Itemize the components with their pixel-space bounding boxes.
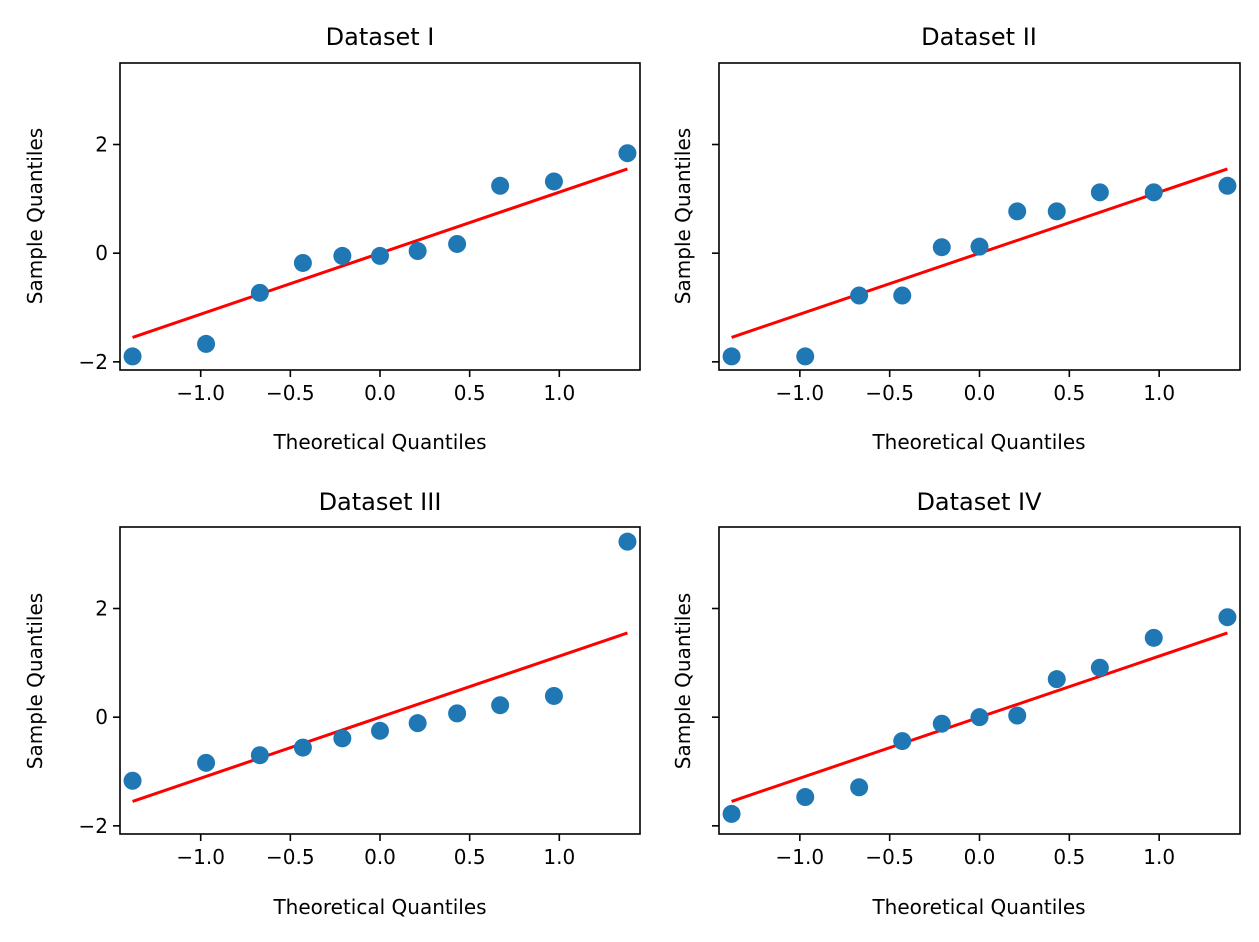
data-point [250, 746, 269, 765]
data-point [333, 729, 352, 748]
y-tick-label: −2 [79, 814, 108, 838]
y-tick-label: −2 [79, 350, 108, 374]
data-point [197, 753, 216, 772]
panel-title: Dataset IV [916, 488, 1042, 516]
panel-dataset-3: Dataset III −1.0 −0.5 0.0 0.5 1.0 −2 0 2 Theor… [23, 488, 641, 919]
data-point [1144, 628, 1163, 647]
data-point [1047, 202, 1066, 221]
data-point [893, 732, 912, 751]
data-point [197, 334, 216, 353]
x-tick-label: 0.5 [1053, 845, 1085, 869]
data-point [722, 804, 741, 823]
x-tick-label: 0.5 [454, 381, 486, 405]
x-tick-label: −1.0 [776, 845, 825, 869]
x-tick-label: 1.0 [1143, 845, 1175, 869]
data-point [1008, 706, 1027, 725]
data-point [970, 708, 989, 727]
reference-line [132, 631, 628, 803]
data-point [371, 721, 389, 740]
x-axis-label: Theoretical Quantiles [871, 430, 1085, 454]
data-point [722, 347, 741, 366]
y-axis-label: Sample Quantiles [23, 593, 47, 769]
x-tick-label: −0.5 [266, 381, 315, 405]
x-tick-label: 1.0 [543, 845, 575, 869]
y-tick-label: 0 [95, 705, 108, 729]
x-tick-label: −0.5 [266, 845, 315, 869]
data-point [1218, 176, 1237, 195]
y-tick-label: 0 [95, 241, 108, 265]
x-tick-label: 0.0 [364, 845, 396, 869]
data-point [333, 246, 352, 265]
data-point [250, 283, 269, 302]
y-axis-label: Sample Quantiles [23, 128, 47, 304]
data-point [618, 532, 637, 551]
y-tick-label: 2 [95, 597, 108, 621]
data-point [796, 347, 815, 366]
plot-frame [718, 526, 1241, 835]
data-point [408, 714, 427, 733]
x-tick-label: 1.0 [1143, 381, 1175, 405]
y-tick-label: 2 [95, 133, 108, 157]
data-point [123, 771, 142, 790]
data-point [293, 738, 312, 757]
plot-frame [119, 526, 641, 835]
panel-title: Dataset I [326, 23, 435, 51]
data-point [371, 246, 389, 265]
data-point [448, 704, 467, 723]
y-axis-label: Sample Quantiles [671, 128, 695, 304]
panel-dataset-2: Dataset II −1.0 −0.5 0.0 0.5 1.0 Theoretical… [671, 23, 1241, 454]
x-tick-label: 0.5 [454, 845, 486, 869]
plot-frame [718, 62, 1241, 371]
data-point [1008, 202, 1027, 221]
x-tick-label: 0.5 [1053, 381, 1085, 405]
data-point [544, 686, 563, 705]
data-point [850, 778, 869, 797]
data-point [293, 253, 312, 272]
data-point [491, 696, 510, 715]
x-axis-label: Theoretical Quantiles [272, 430, 486, 454]
data-point [1090, 658, 1109, 677]
data-point [1144, 183, 1163, 202]
panel-title: Dataset II [921, 23, 1037, 51]
panel-title: Dataset III [319, 488, 442, 516]
x-tick-label: −1.0 [176, 845, 225, 869]
data-point [850, 286, 869, 305]
x-tick-label: 1.0 [543, 381, 575, 405]
x-tick-label: −1.0 [176, 381, 225, 405]
data-point [544, 172, 563, 191]
data-point [408, 242, 427, 261]
data-point [491, 176, 510, 195]
data-point [932, 238, 951, 257]
y-axis-label: Sample Quantiles [671, 593, 695, 769]
x-tick-label: −0.5 [865, 845, 914, 869]
data-point [123, 347, 142, 366]
panel-dataset-4: Dataset IV −1.0 −0.5 0.0 0.5 1.0 Theoretical… [671, 488, 1241, 919]
data-point [448, 234, 467, 253]
data-point [970, 237, 989, 256]
x-tick-label: −1.0 [776, 381, 825, 405]
x-tick-label: 0.0 [364, 381, 396, 405]
x-tick-label: −0.5 [865, 381, 914, 405]
data-point [1047, 670, 1066, 689]
x-tick-label: 0.0 [964, 381, 996, 405]
data-point [1218, 608, 1237, 627]
x-axis-label: Theoretical Quantiles [272, 895, 486, 919]
x-tick-label: 0.0 [964, 845, 996, 869]
x-axis-label: Theoretical Quantiles [871, 895, 1085, 919]
data-point [932, 714, 951, 733]
plot-frame [119, 62, 641, 371]
data-point [1090, 183, 1109, 202]
panel-dataset-1: Dataset I −1.0 −0.5 0.0 0.5 1.0 −2 0 2 Theoret… [23, 23, 641, 454]
data-point [796, 788, 815, 807]
data-point [893, 286, 912, 305]
data-point [618, 144, 637, 163]
